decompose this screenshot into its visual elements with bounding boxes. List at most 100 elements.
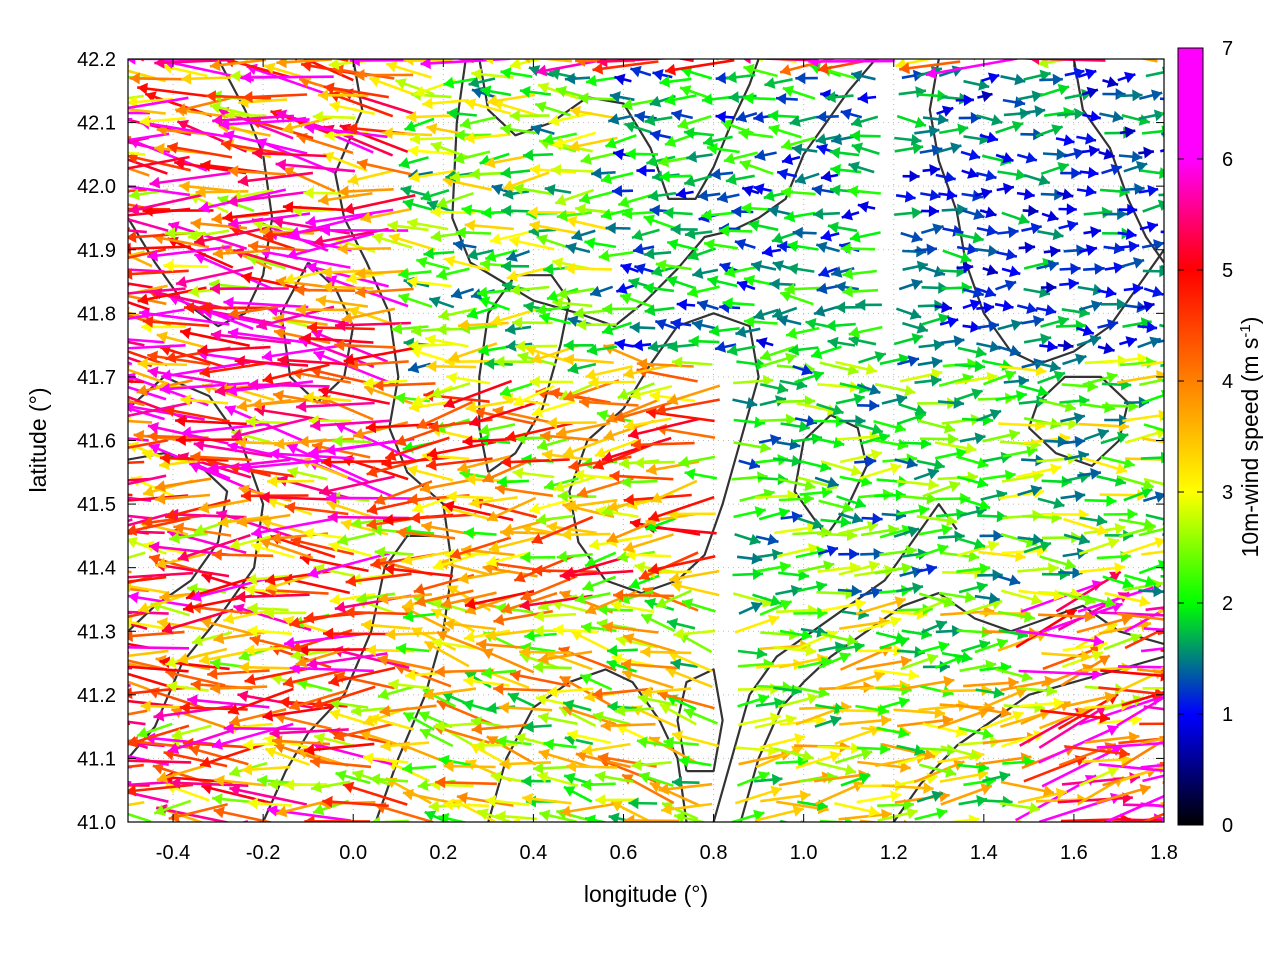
wind-arrow xyxy=(1140,647,1164,653)
wind-arrow xyxy=(835,670,886,690)
wind-arrow xyxy=(128,621,148,630)
wind-arrow xyxy=(128,763,144,769)
wind-arrow xyxy=(128,783,194,797)
contour-line xyxy=(478,59,760,200)
wind-arrow-head xyxy=(791,745,803,757)
wind-arrow-head xyxy=(231,838,242,850)
wind-arrow-head xyxy=(187,694,198,707)
wind-arrow-shaft xyxy=(128,680,150,691)
wind-arrow xyxy=(309,756,372,769)
wind-arrow-shaft xyxy=(128,651,130,655)
wind-arrow xyxy=(244,666,311,686)
wind-arrow-shaft xyxy=(258,824,328,828)
wind-arrow-shaft xyxy=(289,666,374,673)
wind-arrow-head xyxy=(906,807,918,820)
wind-arrow-shaft xyxy=(128,610,169,615)
wind-arrow-head xyxy=(671,776,682,789)
wind-arrow-head xyxy=(658,783,670,795)
wind-arrow xyxy=(128,651,130,655)
wind-arrow-head xyxy=(65,526,75,538)
wind-arrow-head xyxy=(212,793,223,806)
wind-arrow-head xyxy=(1131,714,1142,726)
wind-arrow-shaft xyxy=(128,801,145,807)
wind-arrow-shaft xyxy=(311,742,393,766)
wind-arrow xyxy=(615,724,659,746)
wind-arrow-shaft xyxy=(50,479,125,490)
wind-arrow xyxy=(628,797,658,810)
wind-arrow-shaft xyxy=(1124,627,1164,650)
wind-arrow-head xyxy=(171,728,183,740)
wind-arrow xyxy=(1098,686,1164,700)
wind-arrow-shaft xyxy=(1140,647,1164,653)
wind-arrow-head xyxy=(851,742,862,755)
wind-arrow-head xyxy=(1139,783,1151,796)
wind-arrow-head xyxy=(1165,454,1175,466)
wind-arrow xyxy=(1039,707,1090,730)
wind-arrow-head xyxy=(678,755,690,768)
wind-arrow xyxy=(543,738,577,751)
wind-arrow-head xyxy=(210,657,221,670)
wind-arrow-head xyxy=(901,683,912,696)
wind-arrow-head xyxy=(276,805,288,818)
wind-arrow-head xyxy=(88,388,99,400)
wind-arrow-shaft xyxy=(394,664,452,688)
wind-arrow-shaft xyxy=(128,227,131,231)
wind-arrow xyxy=(537,650,593,665)
wind-arrow-shaft xyxy=(170,781,249,787)
wind-arrow-head xyxy=(86,733,97,745)
wind-arrow-head xyxy=(380,739,391,752)
wind-arrow-head xyxy=(91,780,102,792)
wind-arrow-head xyxy=(313,803,325,816)
wind-arrow-head xyxy=(262,709,274,722)
wind-arrow xyxy=(940,783,993,806)
wind-arrow xyxy=(1140,812,1164,822)
wind-arrow-head xyxy=(61,556,72,568)
wind-arrow xyxy=(995,668,1033,683)
wind-arrow-head xyxy=(377,654,389,666)
wind-arrow-head xyxy=(116,808,127,819)
wind-arrow-head xyxy=(284,636,295,649)
wind-arrow-shaft xyxy=(510,821,535,822)
wind-arrow-shaft xyxy=(128,699,173,708)
wind-arrow-shaft xyxy=(188,746,249,766)
wind-arrow-shaft xyxy=(1143,705,1164,711)
wind-arrow xyxy=(974,638,1009,654)
wind-arrow xyxy=(637,693,678,707)
wind-arrow xyxy=(1075,622,1118,649)
wind-arrow xyxy=(800,820,846,822)
wind-arrow xyxy=(640,613,676,633)
wind-arrow-shaft xyxy=(128,532,133,535)
wind-arrow xyxy=(1116,695,1164,727)
wind-arrow xyxy=(1062,691,1116,709)
wind-arrow-shaft xyxy=(128,416,132,420)
wind-arrow-head xyxy=(575,750,587,762)
wind-arrow-head xyxy=(1224,629,1234,641)
wind-arrow-shaft xyxy=(1142,774,1164,783)
wind-arrow-shaft xyxy=(1015,629,1105,644)
wind-arrow xyxy=(1040,709,1111,724)
wind-arrow xyxy=(295,647,350,668)
wind-arrow xyxy=(532,661,572,674)
wind-arrow-head xyxy=(533,661,544,674)
wind-arrow xyxy=(328,697,369,710)
wind-arrow-shaft xyxy=(248,383,330,388)
wind-arrow xyxy=(247,625,293,637)
wind-arrow-head xyxy=(1220,646,1230,658)
wind-arrow-head xyxy=(853,640,865,653)
wind-arrow-head xyxy=(485,629,497,642)
wind-arrow-head xyxy=(109,653,120,665)
wind-arrow-shaft xyxy=(592,687,653,696)
wind-arrow-head xyxy=(538,712,549,724)
wind-arrow-head xyxy=(511,816,521,822)
wind-arrow-head xyxy=(90,584,101,596)
wind-arrow xyxy=(773,644,817,657)
wind-arrow xyxy=(128,645,190,650)
wind-arrow-head xyxy=(154,804,166,816)
wind-arrow-head xyxy=(228,703,240,715)
wind-arrow xyxy=(116,808,152,822)
wind-arrow xyxy=(877,807,918,822)
wind-arrow-head xyxy=(247,602,258,615)
wind-arrow-head xyxy=(794,733,806,745)
wind-arrow xyxy=(290,649,332,661)
wind-arrow xyxy=(493,683,554,695)
